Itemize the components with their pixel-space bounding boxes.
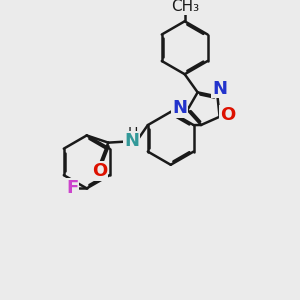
Text: F: F [66, 179, 78, 197]
Text: N: N [172, 100, 187, 118]
Text: N: N [124, 132, 140, 150]
Text: CH₃: CH₃ [171, 0, 199, 14]
Text: O: O [220, 106, 235, 124]
Text: H: H [127, 126, 138, 140]
Text: O: O [92, 162, 107, 180]
Text: N: N [212, 80, 227, 98]
